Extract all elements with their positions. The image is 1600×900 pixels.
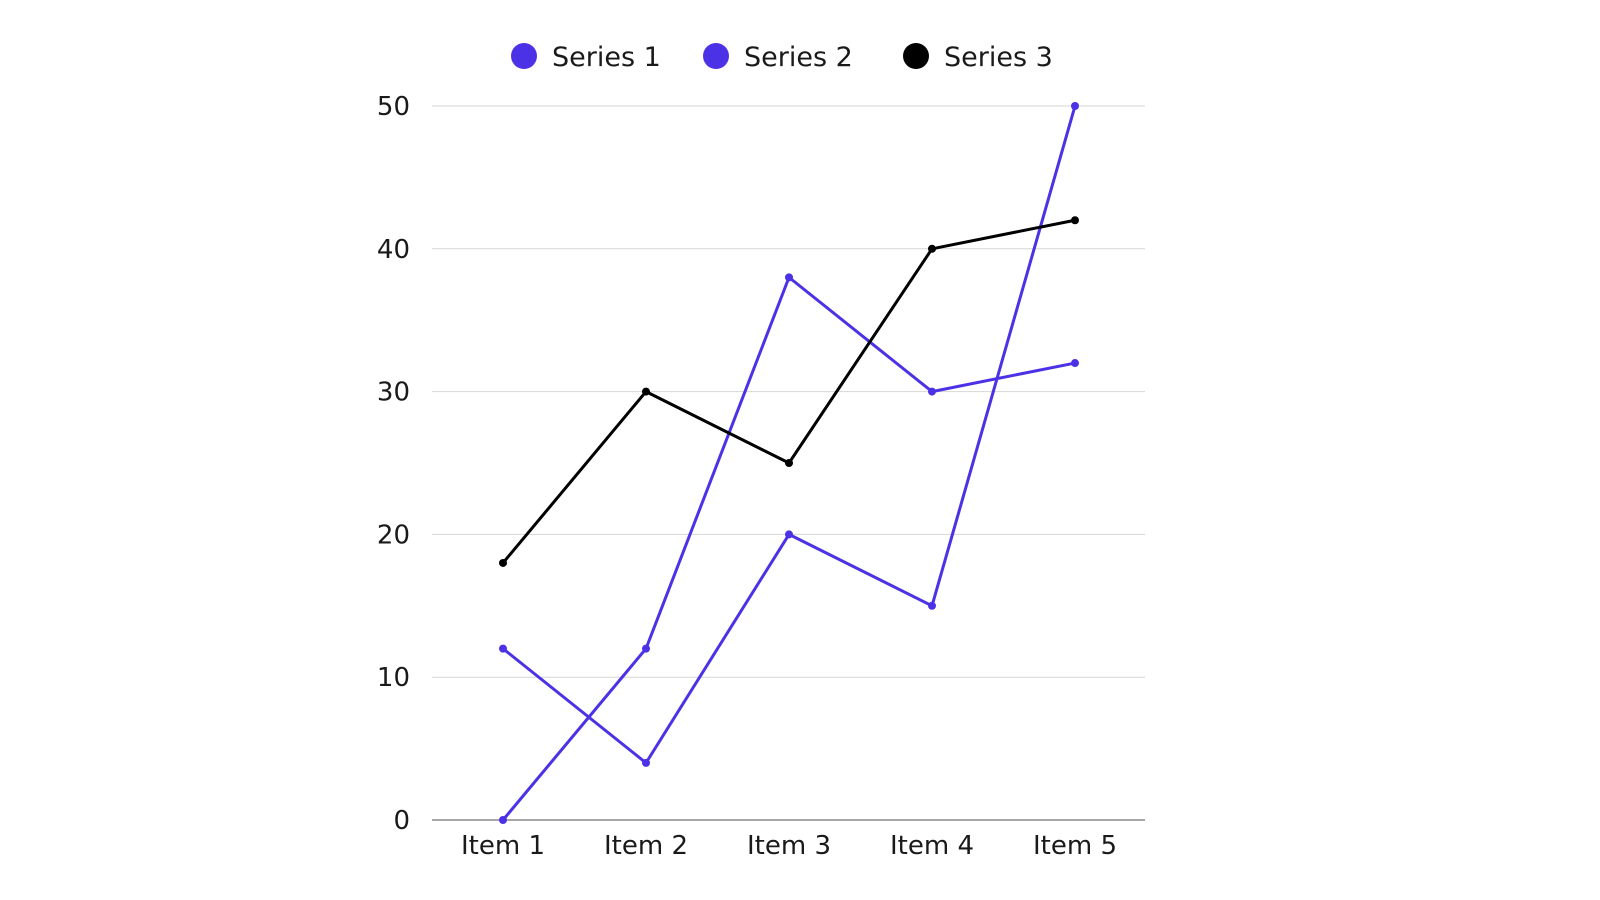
y-tick-label: 40 [377,235,410,265]
series-lines [499,102,1079,824]
legend-marker-series-2 [703,43,729,69]
series-1-point [928,387,936,396]
y-tick-label: 10 [377,663,410,693]
x-tick-label: Item 3 [747,831,831,861]
series-2-point [499,644,507,653]
y-tick-label: 30 [377,378,410,408]
y-tick-label: 50 [377,92,410,122]
series-2-point [642,758,650,767]
x-tick-label: Item 5 [1033,831,1117,861]
series-3-point [642,387,650,396]
legend: Series 1 Series 2 Series 3 [511,42,1053,73]
legend-label-series-2: Series 2 [744,42,853,73]
series-3-point [785,459,793,467]
series-2-point [1071,102,1079,110]
legend-marker-series-3 [903,43,929,69]
x-tick-label: Item 2 [604,831,688,861]
series-1-point [642,644,650,653]
series-2-line [501,104,1077,765]
series-2-point [928,601,936,610]
series-2-point [785,530,793,539]
legend-marker-series-1 [511,43,537,69]
series-3-point [1071,216,1079,225]
series-1-point [785,273,793,282]
gridlines [432,105,1145,678]
legend-label-series-1: Series 1 [552,42,661,73]
x-tick-label: Item 1 [461,831,545,861]
series-1-point [1071,359,1079,368]
y-tick-label: 20 [377,520,410,550]
series-3-point [928,244,936,253]
legend-label-series-3: Series 3 [944,42,1053,73]
axes: 0 10 20 30 40 50 Item 1 Item 2 Item 3 Item 4 Item … [377,92,1145,861]
x-tick-label: Item 4 [890,831,974,861]
y-tick-label: 0 [393,806,410,836]
series-3-point [499,558,507,567]
series-1-line [501,275,1077,822]
series-1-point [499,816,507,824]
